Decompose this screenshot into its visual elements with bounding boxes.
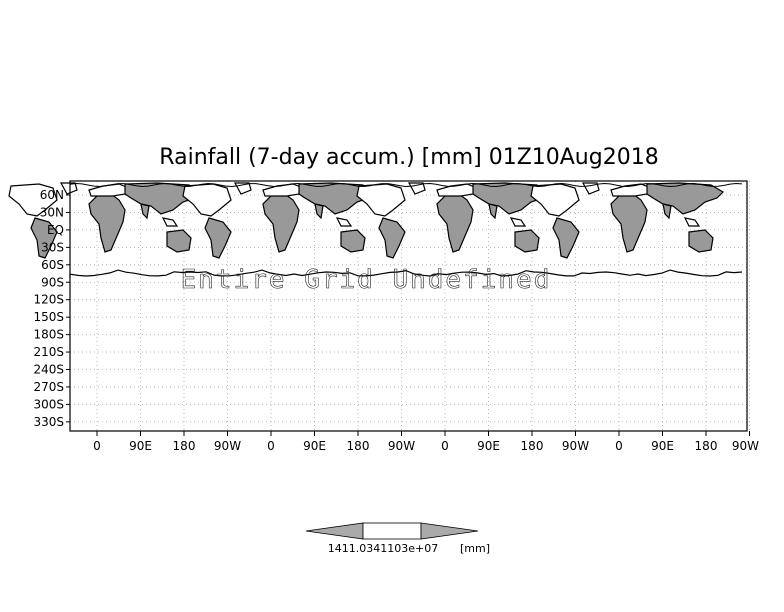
india-outline <box>488 203 498 220</box>
x-tick-label: 90E <box>303 439 326 453</box>
x-tick-label: 90E <box>477 439 500 453</box>
plot-frame <box>69 180 748 432</box>
asia-outline <box>646 182 724 215</box>
x-tick-label: 0 <box>441 439 449 453</box>
y-tick-label: 60S <box>41 258 64 272</box>
y-tick-label: 60N <box>40 188 64 202</box>
colorbar-right-triangle <box>420 522 479 540</box>
x-tick-label: 0 <box>93 439 101 453</box>
asia-outline <box>472 182 550 215</box>
undefined-grid-annotation: Entire Grid Undefined <box>181 265 552 295</box>
chart-title: Rainfall (7-day accum.) [mm] 01Z10Aug201… <box>159 145 658 170</box>
y-tick-label: EQ <box>47 223 64 237</box>
x-tick-label: 90W <box>214 439 241 453</box>
y-tick-label: 210S <box>33 345 64 359</box>
colorbar-left-triangle <box>305 522 364 540</box>
y-tick-label: 120S <box>33 293 64 307</box>
map-copy <box>182 182 376 259</box>
india-outline <box>662 203 672 220</box>
indonesia-outline <box>509 217 527 227</box>
colorbar: 1411.0341103e+07 [mm] <box>305 522 490 555</box>
y-tick-label: 150S <box>33 310 64 324</box>
x-tick-label: 180 <box>521 439 544 453</box>
colorbar-unit: [mm] <box>460 542 490 555</box>
australia-outline <box>688 229 714 253</box>
y-tick-label: 270S <box>33 380 64 394</box>
south-america-outline <box>552 217 580 259</box>
north-america-outline <box>8 183 58 217</box>
x-tick-label: 0 <box>615 439 623 453</box>
south-america-outline <box>30 217 58 259</box>
world-map <box>8 182 743 278</box>
indonesia-outline <box>161 217 179 227</box>
map-copy <box>8 182 202 259</box>
africa-outline <box>610 193 648 253</box>
x-tick-label: 90E <box>129 439 152 453</box>
antarctica-coastline <box>69 269 743 278</box>
australia-outline <box>514 229 540 253</box>
y-tick-label: 240S <box>33 363 64 377</box>
x-tick-label: 180 <box>173 439 196 453</box>
north-america-outline <box>530 183 580 217</box>
map-copy <box>356 182 550 259</box>
indonesia-outline <box>683 217 701 227</box>
africa-outline <box>262 193 300 253</box>
africa-outline <box>436 193 474 253</box>
arctic-coastline <box>69 182 743 188</box>
north-america-outline <box>182 183 232 217</box>
north-america-outline <box>356 183 406 217</box>
y-tick-label: 300S <box>33 397 64 411</box>
y-tick-label: 30S <box>41 240 64 254</box>
australia-outline <box>340 229 366 253</box>
y-tick-label: 30N <box>40 205 64 219</box>
australia-outline <box>166 229 192 253</box>
x-tick-label: 180 <box>347 439 370 453</box>
colorbar-box <box>362 522 422 540</box>
asia-outline <box>124 182 202 215</box>
x-tick-label: 90W <box>732 439 759 453</box>
x-tick-label: 180 <box>695 439 718 453</box>
x-tick-label: 0 <box>267 439 275 453</box>
y-tick-label: 330S <box>33 415 64 429</box>
south-america-outline <box>378 217 406 259</box>
x-tick-label: 90W <box>562 439 589 453</box>
y-tick-label: 180S <box>33 328 64 342</box>
x-tick-label: 90W <box>388 439 415 453</box>
y-tick-label: 90S <box>41 275 64 289</box>
indonesia-outline <box>335 217 353 227</box>
asia-outline <box>298 182 376 215</box>
india-outline <box>140 203 150 220</box>
south-america-outline <box>204 217 232 259</box>
map-copy <box>530 182 724 259</box>
colorbar-label: 1411.0341103e+07 <box>328 542 438 555</box>
y-axis-ticks: 60N 30N EQ 30S 60S 90S 120S 150S 180S 210S 240S 270… <box>33 188 70 429</box>
india-outline <box>314 203 324 220</box>
x-axis-ticks: 0 90E 180 90W 0 90E 180 90W 0 90E 180 90W 0 90E 180 90W <box>93 431 759 453</box>
africa-outline <box>88 193 126 253</box>
x-tick-label: 90E <box>651 439 674 453</box>
